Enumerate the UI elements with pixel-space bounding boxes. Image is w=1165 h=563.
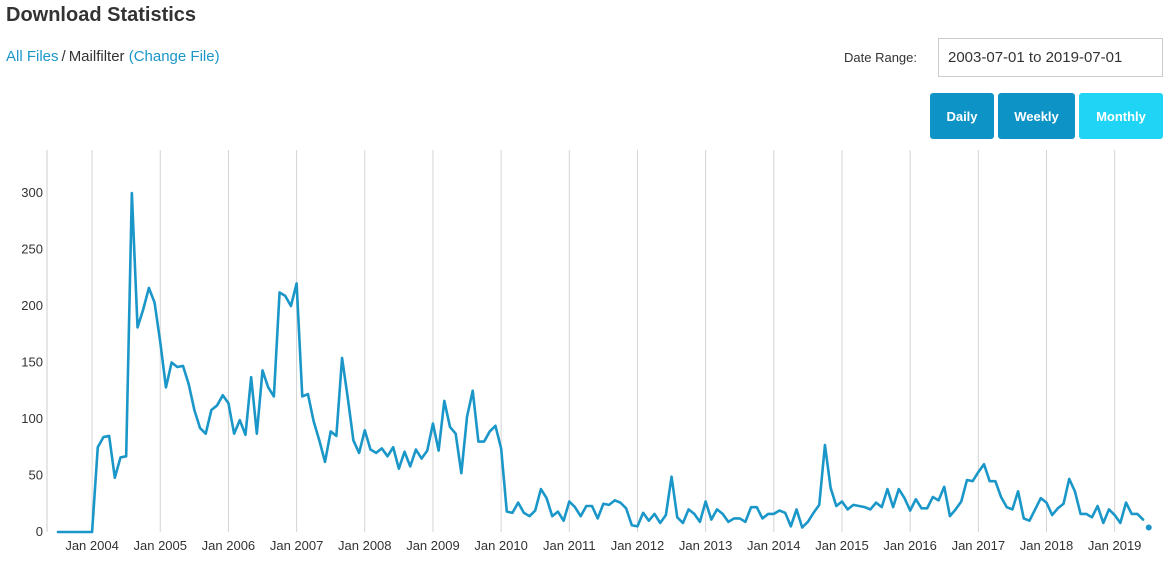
y-tick-label: 200 <box>21 298 43 313</box>
x-tick-label: Jan 2011 <box>543 538 596 553</box>
daily-button[interactable]: Daily <box>930 93 994 139</box>
downloads-line-chart: Jan 2004 Jan 2005 Jan 2006 Jan 2007 Jan 2008… <box>21 150 1152 553</box>
y-tick-label: 100 <box>21 411 43 426</box>
x-tick-label: Jan 2019 <box>1088 538 1142 553</box>
x-tick-label: Jan 2013 <box>679 538 733 553</box>
x-tick-label: Jan 2007 <box>270 538 324 553</box>
y-tick-label: 50 <box>29 468 43 483</box>
x-tick-label: Jan 2017 <box>952 538 1006 553</box>
all-files-link[interactable]: All Files <box>6 48 59 65</box>
y-tick-label: 0 <box>36 524 43 539</box>
x-tick-label: Jan 2016 <box>883 538 937 553</box>
x-tick-label: Jan 2004 <box>65 538 119 553</box>
x-tick-label: Jan 2008 <box>338 538 392 553</box>
y-tick-label: 250 <box>21 242 43 257</box>
change-file-link[interactable]: (Change File) <box>128 48 220 65</box>
x-tick-label: Jan 2010 <box>474 538 528 553</box>
y-tick-label: 150 <box>21 355 43 370</box>
x-tick-label: Jan 2018 <box>1020 538 1074 553</box>
breadcrumb-separator: / <box>61 48 66 65</box>
last-data-point <box>1145 524 1152 531</box>
downloads-series-line <box>56 191 1145 534</box>
x-tick-label: Jan 2015 <box>815 538 869 553</box>
breadcrumb: All Files / Mailfilter (Change File) <box>6 48 220 65</box>
date-range-label: Date Range: <box>844 50 917 65</box>
page-title: Download Statistics <box>6 4 197 26</box>
monthly-button[interactable]: Monthly <box>1079 93 1163 139</box>
date-range-input[interactable] <box>938 38 1163 77</box>
x-tick-label: Jan 2006 <box>202 538 256 553</box>
x-tick-label: Jan 2005 <box>134 538 188 553</box>
y-tick-label: 300 <box>21 185 43 200</box>
weekly-button[interactable]: Weekly <box>998 93 1075 139</box>
x-tick-label: Jan 2012 <box>611 538 665 553</box>
current-file-name: Mailfilter <box>68 48 125 65</box>
x-tick-label: Jan 2009 <box>406 538 460 553</box>
x-tick-label: Jan 2014 <box>747 538 801 553</box>
